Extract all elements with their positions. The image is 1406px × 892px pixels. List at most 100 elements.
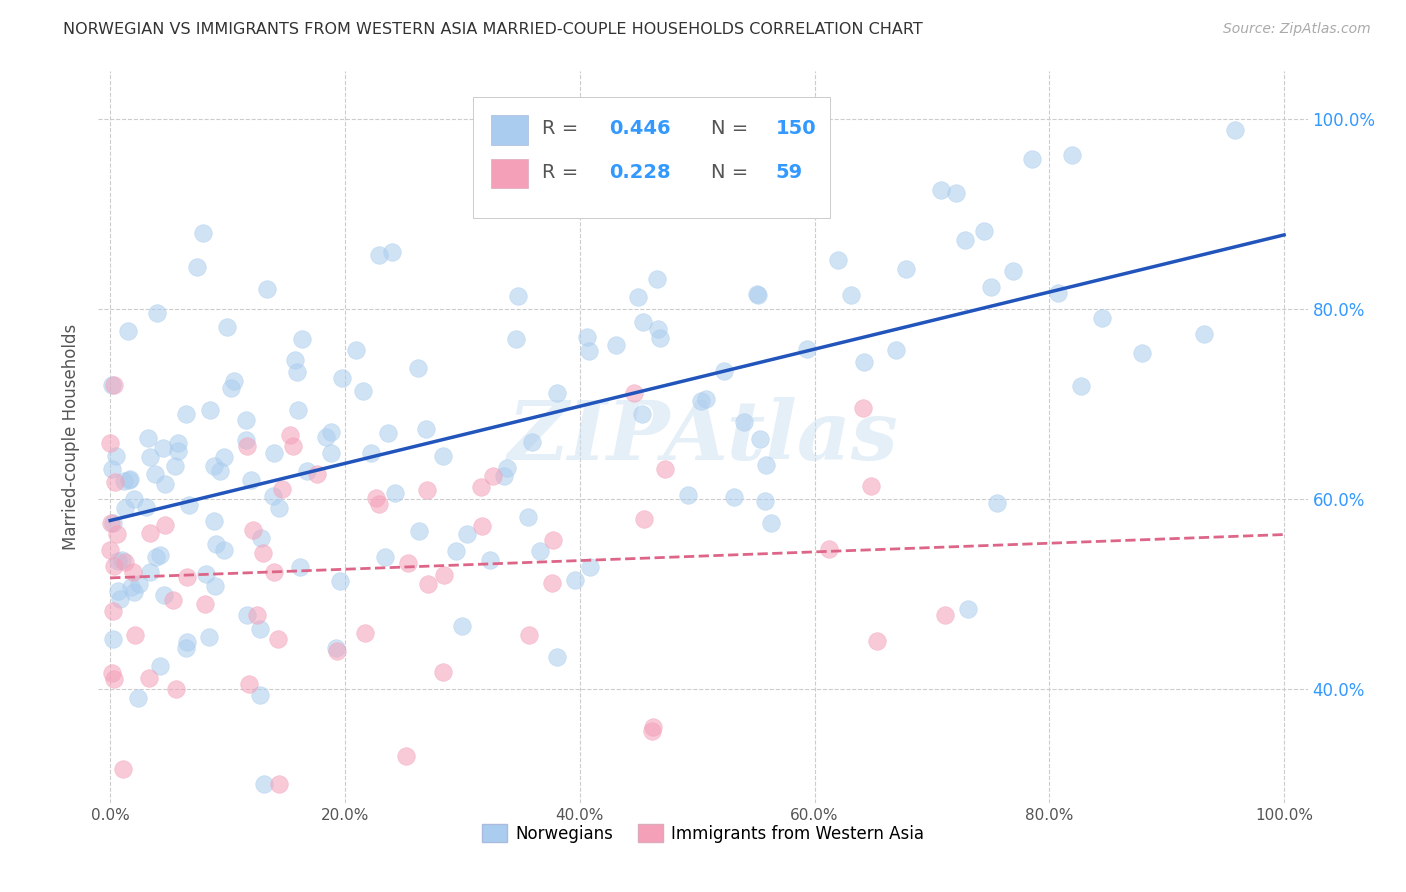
Point xyxy=(605,338,627,352)
Point xyxy=(212,450,235,464)
Point xyxy=(516,510,538,524)
Point xyxy=(623,385,645,400)
Point xyxy=(124,628,146,642)
Point xyxy=(215,320,238,334)
Point xyxy=(124,492,146,507)
Point xyxy=(367,497,389,511)
Point xyxy=(492,468,515,483)
Text: ZIPAtlas: ZIPAtlas xyxy=(508,397,898,477)
Point xyxy=(839,288,862,302)
Point xyxy=(1002,263,1025,277)
Point xyxy=(235,434,257,448)
Point xyxy=(598,145,620,160)
Point xyxy=(353,625,375,640)
Point xyxy=(456,527,478,541)
Point xyxy=(496,461,519,475)
Legend: Norwegians, Immigrants from Western Asia: Norwegians, Immigrants from Western Asia xyxy=(475,818,931,849)
Point xyxy=(384,485,406,500)
Point xyxy=(953,234,976,248)
Point xyxy=(285,365,308,379)
Point xyxy=(564,573,586,587)
Point xyxy=(827,252,849,267)
Point xyxy=(149,658,172,673)
Point xyxy=(278,427,301,442)
Point xyxy=(107,554,129,568)
Point xyxy=(579,560,602,574)
Point xyxy=(647,322,669,336)
Point xyxy=(690,394,713,409)
Point xyxy=(1130,346,1153,360)
Point xyxy=(138,566,160,580)
Point xyxy=(695,392,717,407)
Point xyxy=(723,490,745,504)
Point xyxy=(101,378,124,392)
Point xyxy=(1091,310,1114,325)
Point xyxy=(269,500,291,515)
Point xyxy=(120,580,142,594)
Point xyxy=(364,491,387,505)
Point xyxy=(290,560,312,574)
Point xyxy=(505,332,527,346)
Point xyxy=(859,479,882,493)
Text: 0.446: 0.446 xyxy=(609,119,671,138)
Point xyxy=(929,183,952,197)
Point xyxy=(204,578,226,592)
Point xyxy=(263,446,285,460)
Point xyxy=(759,516,782,530)
Point xyxy=(980,279,1002,293)
Point xyxy=(238,676,260,690)
Point xyxy=(145,550,167,565)
Point xyxy=(152,441,174,455)
Point xyxy=(866,633,889,648)
Point xyxy=(373,549,395,564)
Point xyxy=(896,262,918,277)
Point xyxy=(242,523,264,537)
Point xyxy=(295,464,318,478)
Point xyxy=(176,569,198,583)
Point xyxy=(235,413,257,427)
Point xyxy=(957,602,980,616)
Point xyxy=(176,635,198,649)
Point xyxy=(344,343,367,357)
Point xyxy=(329,574,352,589)
Point xyxy=(236,439,259,453)
Point xyxy=(107,584,129,599)
Point xyxy=(745,287,768,301)
Point xyxy=(98,543,121,558)
Point xyxy=(506,288,529,302)
Point xyxy=(360,445,382,459)
Point xyxy=(1060,148,1083,162)
Point xyxy=(332,371,354,385)
Point xyxy=(444,544,467,558)
Point xyxy=(252,546,274,560)
Point xyxy=(198,630,221,644)
Point xyxy=(166,435,188,450)
Point xyxy=(153,476,176,491)
Point xyxy=(267,632,290,646)
Point xyxy=(747,287,769,301)
Point xyxy=(224,374,246,388)
Point xyxy=(202,514,225,528)
Point xyxy=(101,604,124,618)
Point xyxy=(186,260,208,274)
Point xyxy=(117,324,139,338)
Point xyxy=(641,720,664,734)
Point xyxy=(986,496,1008,510)
Point xyxy=(381,245,404,260)
Point xyxy=(167,444,190,458)
Point xyxy=(377,425,399,440)
Point xyxy=(148,548,170,562)
Point xyxy=(479,553,502,567)
Point xyxy=(219,381,242,395)
Point xyxy=(326,643,349,657)
Point xyxy=(482,468,505,483)
Point xyxy=(103,377,125,392)
Point xyxy=(114,555,136,569)
Point xyxy=(105,449,128,463)
Y-axis label: Married-couple Households: Married-couple Households xyxy=(62,324,80,550)
Point xyxy=(796,342,818,356)
Point xyxy=(433,567,456,582)
Point xyxy=(471,519,494,533)
Point xyxy=(676,488,699,502)
Point xyxy=(1021,152,1043,166)
